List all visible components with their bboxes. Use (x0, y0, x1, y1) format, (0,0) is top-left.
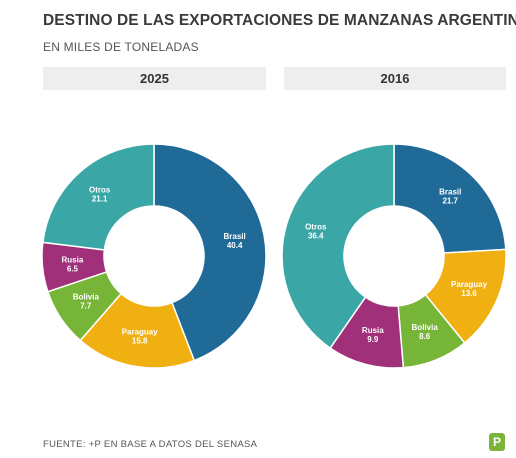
slice-otros (281, 143, 395, 350)
slice-label-bolivia: Bolivia (73, 293, 100, 302)
slice-label-brasil: Brasil (439, 187, 461, 196)
slice-otros (41, 143, 155, 251)
slice-label-paraguay: Paraguay (451, 280, 488, 289)
slice-label-paraguay: Paraguay (122, 328, 159, 337)
slice-label-brasil: Brasil (224, 232, 246, 241)
slice-value-bolivia: 8.6 (419, 332, 431, 341)
source-note: FUENTE: +P EN BASE A DATOS DEL SENASA (43, 439, 258, 450)
slice-brasil (153, 143, 267, 362)
slice-value-rusia: 6.5 (67, 264, 79, 273)
slice-label-bolivia: Bolivia (412, 323, 439, 332)
slice-value-paraguay: 13.6 (461, 289, 477, 298)
slice-value-rusia: 9.9 (367, 335, 379, 344)
slice-value-otros: 36.4 (308, 232, 324, 241)
slice-value-paraguay: 15.8 (132, 337, 148, 346)
slice-value-brasil: 40.4 (227, 241, 243, 250)
slice-label-otros: Otros (305, 223, 327, 232)
slice-value-brasil: 21.7 (442, 196, 458, 205)
slice-value-otros: 21.1 (92, 195, 108, 204)
slice-label-rusia: Rusia (362, 326, 384, 335)
chart-subtitle: EN MILES DE TONELADAS (43, 40, 199, 54)
slice-brasil (393, 143, 507, 254)
slice-value-bolivia: 7.7 (80, 302, 92, 311)
chart-title: DESTINO DE LAS EXPORTACIONES DE MANZANAS… (43, 12, 516, 29)
panel-header-first: 2025 (43, 67, 266, 90)
panel-header-second: 2016 (284, 67, 506, 90)
brand-logo-icon: P (489, 433, 505, 451)
slice-label-otros: Otros (89, 186, 111, 195)
slice-label-rusia: Rusia (62, 255, 84, 264)
